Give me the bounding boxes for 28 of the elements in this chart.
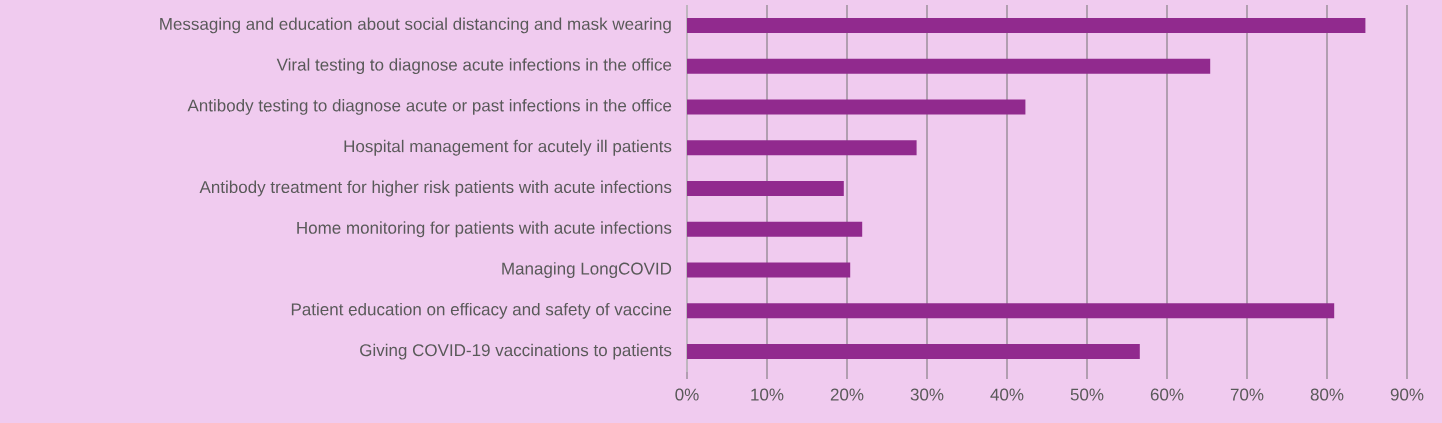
y-tick-label: Giving COVID-19 vaccinations to patients (360, 343, 672, 360)
y-tick-label: Antibody treatment for higher risk patients with acute infections (199, 180, 672, 197)
y-tick-label: Viral testing to diagnose acute infections in the office (276, 58, 672, 75)
bar (687, 58, 1211, 74)
x-tick-label: 40% (990, 388, 1024, 401)
x-tick-label: 20% (830, 388, 864, 401)
x-tick-label: 30% (910, 388, 944, 401)
x-tick-label: 10% (751, 388, 784, 401)
y-tick-label: Hospital management for acutely ill patients (344, 139, 672, 156)
bar (687, 99, 1026, 115)
x-tick-label: 70% (1230, 388, 1264, 401)
y-tick-label: Patient education on efficacy and safety of vaccine (291, 302, 672, 319)
y-tick-label: Messaging and education about social distancing and mask wearing (160, 17, 671, 34)
bar (687, 262, 851, 278)
x-tick-label: 60% (1150, 388, 1184, 401)
y-tick-label: Antibody testing to diagnose acute or past infections in the office (187, 99, 672, 115)
x-tick-label: 80% (1310, 388, 1344, 401)
bar (687, 344, 1140, 360)
bar (687, 303, 1335, 319)
bar (687, 17, 1366, 33)
bar (687, 181, 844, 196)
x-tick-label: 0% (675, 388, 699, 401)
y-tick-label: Home monitoring for patients with acute infections (297, 221, 672, 238)
y-tick-label: Managing LongCOVID (502, 262, 672, 278)
x-tick-label: 90% (1390, 388, 1424, 401)
bar (687, 140, 917, 156)
x-tick-label: 50% (1070, 388, 1104, 401)
bar (687, 221, 863, 237)
